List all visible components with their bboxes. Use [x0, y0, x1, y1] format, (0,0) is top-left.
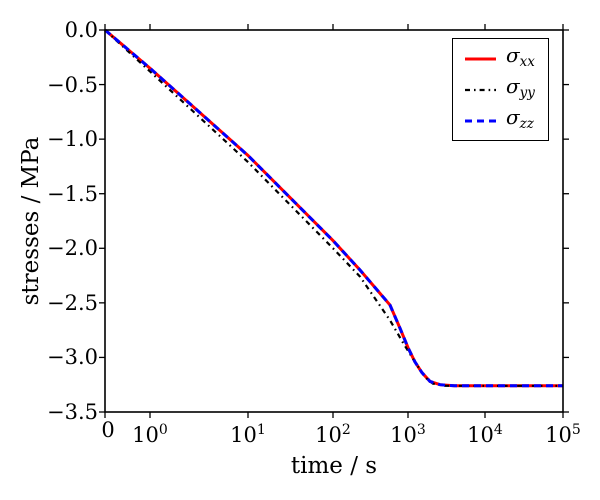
- x-tick-exponent: 0: [158, 422, 168, 438]
- sigma-subscript: xx: [519, 54, 535, 70]
- y-tick-label: −1.0: [47, 127, 98, 152]
- ticks-group: [99, 24, 569, 418]
- legend-line-sample-sigma-xx: [465, 57, 496, 60]
- y-tick-label: −1.5: [47, 181, 98, 206]
- x-tick-label: 102: [315, 422, 351, 447]
- legend-label-sigma-zz: σzz: [506, 107, 534, 134]
- y-tick-label: −0.5: [47, 72, 98, 97]
- sigma-subscript: zz: [519, 116, 534, 132]
- x-tick-label: 105: [545, 422, 581, 447]
- axes-frame: [104, 29, 564, 413]
- y-axis-label: stresses / MPa: [18, 136, 44, 306]
- sigma-symbol: σ: [506, 74, 520, 98]
- legend-label-sigma-yy: σyy: [506, 76, 535, 103]
- x-tick-exponent: 2: [341, 422, 351, 438]
- x-tick-label: 0: [101, 418, 115, 442]
- y-tick-label: 0.0: [64, 18, 98, 42]
- x-tick-exponent: 3: [416, 422, 426, 438]
- curves-group: [104, 28, 563, 388]
- x-tick-label: 100: [132, 422, 168, 447]
- sigma-subscript: yy: [519, 85, 535, 101]
- legend-entry-sigma-zz: σzz: [453, 107, 548, 134]
- y-tick-label: −2.0: [47, 236, 98, 261]
- sigma-symbol: σ: [506, 105, 520, 129]
- y-tick-label: −3.0: [47, 345, 98, 370]
- curve-sigma_yy: [104, 29, 563, 387]
- y-tick-label: −3.5: [47, 400, 98, 424]
- x-tick-exponent: 4: [493, 422, 503, 438]
- curve-sigma_zz: [104, 28, 563, 388]
- legend-line-sample-sigma-yy: [465, 88, 496, 91]
- sigma-symbol: σ: [506, 43, 520, 67]
- legend-entry-sigma-yy: σyy: [453, 76, 548, 103]
- legend: σxx σyy σzz: [452, 38, 549, 141]
- x-tick-label: 101: [230, 422, 266, 447]
- legend-entry-sigma-xx: σxx: [453, 45, 548, 72]
- y-tick-label: −2.5: [47, 290, 98, 315]
- legend-line-sample-sigma-zz: [465, 119, 496, 122]
- x-tick-exponent: 1: [256, 422, 266, 438]
- legend-label-sigma-xx: σxx: [506, 45, 535, 72]
- x-tick-label: 103: [390, 422, 426, 447]
- x-tick-label: 104: [467, 422, 503, 447]
- x-tick-exponent: 5: [571, 422, 581, 438]
- x-axis-label: time / s: [290, 453, 378, 479]
